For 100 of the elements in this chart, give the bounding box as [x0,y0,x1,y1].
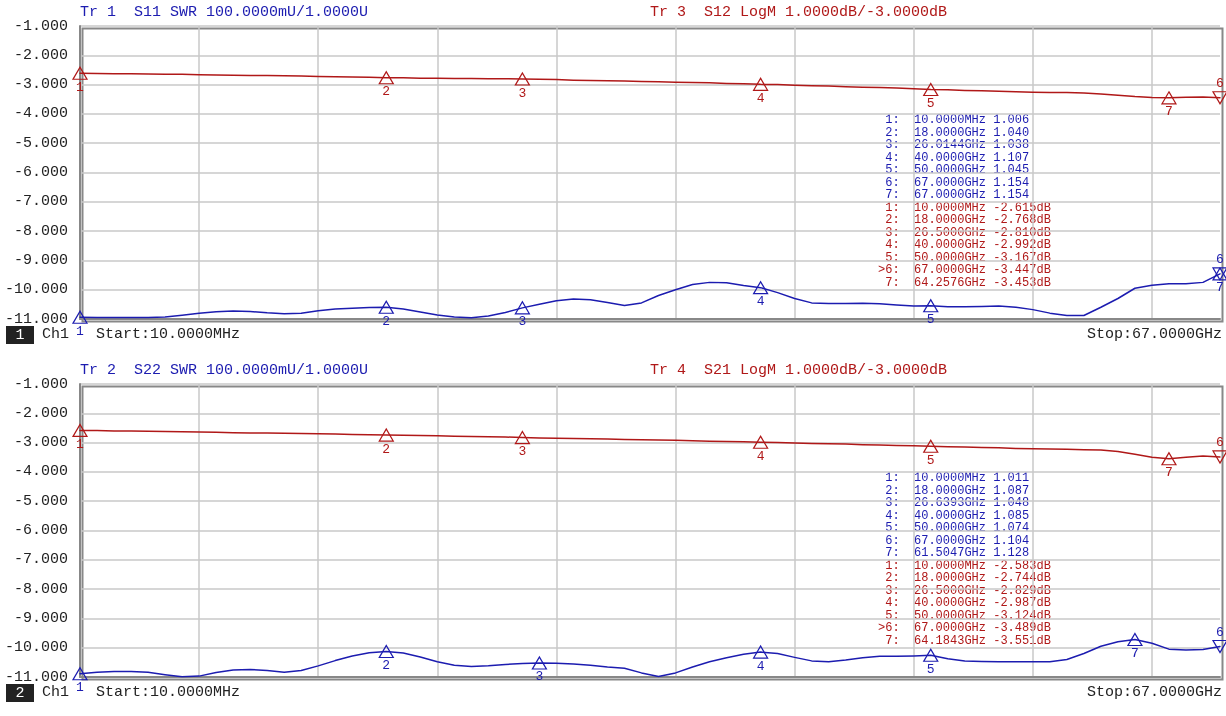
annotation: 5 [926,452,935,468]
y-tick-label: -1.000 [13,375,68,393]
annotation: 4: 40.0000GHz 1.107 [878,150,1030,165]
text: Tr 1 S11 SWR 100.0000mU/1.0000U [80,4,369,21]
annotation: 1 [76,79,85,95]
text: Stop:67.0000GHz [1086,684,1223,701]
annotation: 1 [76,436,85,452]
annotation: 3: 26.6393GHz 1.048 [878,496,1030,510]
text: Stop:67.0000GHz [1086,326,1223,343]
point [72,66,88,80]
annotation: 6 [1216,435,1224,451]
annotation: 7 [1131,646,1139,662]
annotation: 3: 26.0144GHz 1.038 [878,138,1030,152]
y-tick-label: -5.000 [13,134,68,152]
annotation: 7 [1165,465,1173,481]
point [923,648,939,662]
text: Start:10.0000MHz [96,326,241,343]
y-tick-label: -11.000 [4,310,68,328]
annotation: 1: 10.0000MHz -2.615dB [878,200,1051,215]
point [923,299,939,313]
annotation: 7 [1165,104,1173,120]
annotation: 5 [926,661,935,677]
annotation: >6: 67.0000GHz -3.447dB [878,263,1051,277]
y-tick-label: -9.000 [13,609,68,627]
y-tick-label: -10.000 [4,281,68,299]
annotation: 5: 50.0000GHz 1.045 [878,163,1030,177]
text: Ch1 [42,326,70,343]
text: Tr 2 S22 SWR 100.0000mU/1.0000U [80,362,369,379]
point [1212,267,1226,281]
point [1212,639,1226,654]
annotation: 5: 50.0000GHz -3.124dB [878,608,1051,623]
y-tick-label: -4.000 [13,105,68,123]
annotation: 4: 40.0000GHz 1.085 [878,508,1030,523]
y-tick-label: -7.000 [13,193,68,211]
annotation: 4: 40.0000GHz -2.992dB [878,238,1051,252]
point [923,82,939,97]
annotation: 6 [1216,252,1224,268]
point [378,428,394,442]
annotation: 3: 26.5000GHz -2.829dB [878,583,1051,598]
annotation: 2 [382,441,391,457]
point [1161,91,1177,105]
point [1212,450,1226,464]
y-tick-label: -3.000 [13,76,68,94]
annotation: 1: 10.0000MHz 1.011 [878,471,1030,485]
annotation: 7: 64.1843GHz -3.551dB [878,633,1051,648]
annotation: 2 [382,313,391,329]
annotation: 5: 50.0000GHz -3.167dB [878,250,1051,265]
annotation: 7: 67.0000GHz 1.154 [878,188,1030,202]
y-tick-label: -6.000 [13,522,68,539]
text: 1 [15,326,25,344]
annotation: 5: 50.0000GHz 1.074 [878,521,1030,535]
annotation: 1 [76,680,85,696]
annotation: 1 [76,323,85,339]
annotation: 1: 10.0000MHz 1.006 [878,113,1030,127]
point [1127,632,1143,647]
y-tick-label: -11.000 [4,668,68,686]
annotation: 6 [1216,76,1224,92]
annotation: 2 [382,658,391,674]
annotation: 4 [756,294,765,310]
annotation: 7: 64.2576GHz -3.453dB [878,275,1051,290]
annotation: 7 [1216,280,1224,296]
annotation: 2: 18.0000GHz -2.744dB [878,571,1051,585]
point [72,423,88,437]
y-tick-label: -7.000 [13,551,68,569]
y-tick-label: -3.000 [13,434,68,452]
annotation: 4 [756,658,765,674]
y-tick-label: -9.000 [13,251,68,269]
y-tick-label: -2.000 [13,404,68,422]
y-tick-label: -6.000 [13,164,68,181]
point [531,656,547,670]
point [1161,452,1177,466]
annotation: 2: 18.0000GHz -2.768dB [878,213,1051,227]
point [753,645,769,659]
y-tick-label: -1.000 [13,17,68,35]
annotation: 3 [518,314,527,330]
annotation: 5 [926,96,935,112]
text: Tr 3 S12 LogM 1.0000dB/-3.0000dB [650,4,948,21]
point [378,300,394,314]
annotation: 4 [756,448,765,464]
point [514,301,530,315]
annotation: 2: 18.0000GHz 1.087 [878,483,1030,498]
point [753,281,769,295]
y-tick-label: -2.000 [13,46,68,64]
annotation: 2 [382,84,391,100]
point [378,644,394,659]
y-tick-label: -8.000 [13,580,68,598]
y-tick-label: -5.000 [13,492,68,510]
annotation: 6 [1216,624,1224,640]
text: 2 [15,684,25,702]
annotation: 4: 40.0000GHz -2.987dB [878,596,1051,610]
point [1212,91,1226,105]
y-tick-label: -8.000 [13,222,68,240]
point [923,439,939,453]
annotation: 3 [518,444,527,460]
annotation: 7: 61.5047GHz 1.128 [878,546,1030,560]
annotation: 4 [756,90,765,106]
point [72,667,88,681]
annotation: 3 [518,85,527,101]
annotation: 3: 26.5000GHz -2.810dB [878,225,1051,240]
y-tick-label: -4.000 [13,463,68,481]
